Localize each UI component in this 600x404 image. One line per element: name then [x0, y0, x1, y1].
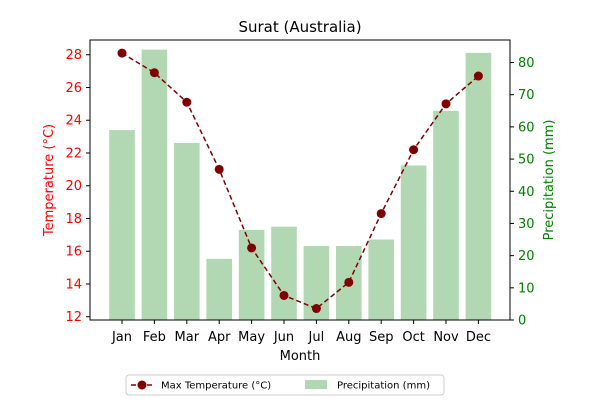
precipitation-bar [141, 49, 168, 320]
left-tick-label: 20 [65, 179, 82, 194]
x-tick-label: Oct [402, 330, 424, 345]
legend-label-precipitation: Precipitation (mm) [337, 381, 430, 392]
right-axis-label: Precipitation (mm) [542, 120, 557, 241]
x-axis: Jan Feb Mar Apr May Jun Jul Aug Sep Oct Nov Dec [111, 320, 491, 345]
right-tick-label: 30 [518, 217, 535, 232]
left-axis-label: Temperature (°C) [42, 124, 57, 237]
precipitation-bar [465, 52, 492, 320]
left-tick-label: 14 [65, 277, 82, 292]
legend-frame [125, 374, 445, 396]
right-tick-label: 70 [518, 88, 535, 103]
temperature-point [344, 277, 354, 287]
right-tick-label: 40 [518, 185, 535, 200]
left-tick-label: 24 [65, 114, 82, 129]
x-tick-label: Mar [175, 330, 200, 345]
x-tick-label: Jun [273, 330, 294, 345]
right-tick-label: 20 [518, 249, 535, 264]
right-tick-label: 80 [518, 56, 535, 71]
left-tick-label: 12 [65, 310, 82, 325]
legend-label-temperature: Max Temperature (°C) [161, 381, 271, 392]
precipitation-bar [433, 110, 459, 320]
x-tick-label: May [238, 330, 265, 345]
temperature-point [117, 48, 127, 58]
x-tick-label: Feb [143, 330, 166, 345]
right-tick-label: 10 [518, 281, 535, 296]
temperature-point [311, 304, 321, 314]
x-tick-label: Jan [111, 330, 132, 345]
left-tick-label: 18 [65, 212, 82, 227]
precipitation-bar [238, 229, 265, 320]
legend-bar-swatch [305, 380, 327, 389]
left-tick-label: 22 [65, 146, 82, 161]
temperature-point [214, 164, 224, 174]
right-axis: 0 10 20 30 40 50 60 70 80 [510, 56, 535, 329]
bars-layer [109, 49, 492, 320]
temperature-point [182, 97, 192, 107]
temperature-point [279, 290, 289, 300]
left-tick-label: 26 [65, 81, 82, 96]
temperature-point [247, 243, 257, 253]
line-layer [117, 48, 483, 314]
temperature-point [473, 71, 483, 81]
x-axis-label: Month [280, 349, 321, 364]
right-tick-label: 50 [518, 153, 535, 168]
precipitation-bar [109, 130, 135, 320]
temperature-line [121, 52, 479, 310]
chart-title: Surat (Australia) [238, 18, 361, 36]
precipitation-bar [368, 239, 394, 320]
plot-frame [89, 39, 511, 321]
precipitation-bar [271, 226, 297, 320]
x-tick-label: Apr [208, 330, 231, 345]
left-axis: 12 14 16 18 20 22 24 26 28 [65, 48, 90, 325]
precipitation-bar [206, 258, 232, 320]
temperature-point [376, 209, 386, 219]
x-tick-label: Nov [433, 330, 459, 345]
x-tick-label: Dec [466, 330, 491, 345]
precipitation-bar [174, 142, 200, 320]
right-tick-label: 0 [518, 314, 526, 329]
temperature-point [409, 145, 419, 155]
x-tick-label: Sep [369, 330, 394, 345]
temperature-point [441, 99, 451, 109]
x-tick-label: Aug [336, 330, 361, 345]
legend: Max Temperature (°C) Precipitation (mm) [125, 374, 445, 396]
right-tick-label: 60 [518, 120, 535, 135]
left-tick-label: 16 [65, 245, 82, 260]
temperature-point [149, 68, 159, 78]
precipitation-bar [400, 165, 427, 320]
left-tick-label: 28 [65, 48, 82, 63]
x-tick-label: Jul [308, 330, 325, 345]
legend-marker-swatch [137, 380, 147, 390]
